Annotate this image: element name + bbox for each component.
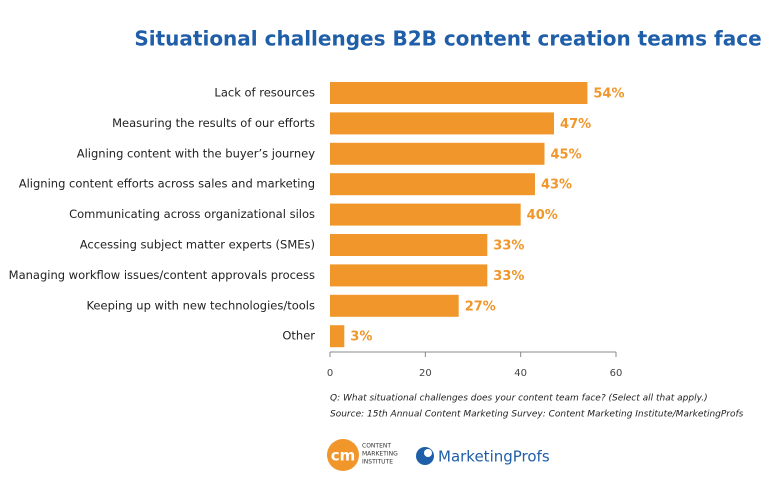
x-tick-label: 40 [514,368,527,379]
source: Source: 15th Annual Content Marketing Su… [330,410,744,420]
bar [330,294,459,317]
y-tick-label: Lack of resources [214,86,315,100]
mp-text: MarketingProfs [438,448,550,466]
bar [330,173,535,196]
bar [330,203,521,226]
value-label: 43% [541,178,572,193]
mp-icon-dot [424,449,432,457]
value-label: 54% [593,87,624,102]
bar [330,234,488,256]
mp-icon [416,447,434,465]
y-tick-label: Keeping up with new technologies/tools [86,298,315,312]
value-label: 33% [493,269,524,284]
x-tick-label: 0 [327,368,333,379]
bar [330,264,488,287]
cmi-mark: cm [331,447,356,465]
x-tick-label: 20 [419,368,432,379]
value-label: 45% [551,147,582,162]
x-tick-label: 60 [610,368,623,379]
mp-logo: MarketingProfs [416,447,550,466]
cmi-text: CONTENT [362,443,391,450]
bar [330,112,555,135]
chart-title: Situational challenges B2B content creat… [134,27,761,51]
y-tick-label: Aligning content efforts across sales an… [19,177,315,191]
y-tick-label: Accessing subject matter experts (SMEs) [80,238,315,252]
bar [330,142,545,165]
y-tick-label: Aligning content with the buyer’s journe… [77,146,315,160]
value-label: 27% [465,299,496,314]
bar [330,325,345,348]
cmi-logo: cm CONTENT MARKETING INSTITUTE [327,439,398,471]
y-tick-label: Other [282,329,315,343]
bar [330,82,588,104]
y-tick-label: Communicating across organizational silo… [69,207,315,221]
value-label: 3% [350,330,372,345]
value-label: 40% [527,208,558,223]
y-tick-label: Managing workflow issues/content approva… [9,268,315,282]
note: Q: What situational challenges does your… [330,394,708,404]
value-label: 47% [560,117,591,132]
cmi-text: MARKETING [362,451,398,458]
y-tick-label: Measuring the results of our efforts [112,116,315,130]
value-label: 33% [493,239,524,254]
cmi-icon [327,439,359,471]
cmi-text: INSTITUTE [362,459,393,466]
